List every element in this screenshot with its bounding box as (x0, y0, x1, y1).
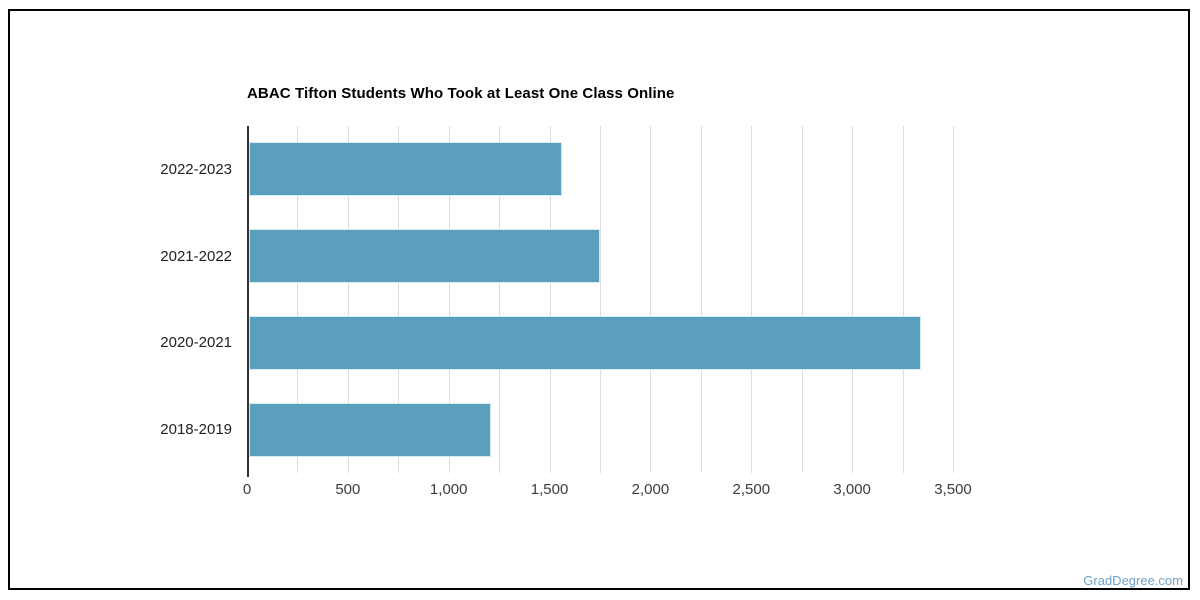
gridline-1000 (448, 126, 450, 473)
y-axis-label-2021-2022: 2021-2022 (160, 247, 232, 265)
gridline-750 (398, 126, 400, 473)
gridline-2250 (700, 126, 702, 473)
y-axis-label-2018-2019: 2018-2019 (160, 421, 232, 439)
gridlines (247, 126, 954, 473)
x-axis-labels: 0 500 1,000 1,500 2,000 2,500 3,000 3,500 (243, 481, 972, 501)
gridline-3250 (902, 126, 904, 473)
bar-2021-2022 (249, 229, 600, 284)
x-axis-tick-label-1,000: 1,000 (429, 481, 468, 498)
x-axis-tick-label-3,500: 3,500 (934, 481, 972, 498)
gridline-2500 (751, 126, 753, 473)
y-axis-label-2020-2021: 2020-2021 (160, 334, 232, 352)
gridline-500 (347, 126, 349, 473)
y-axis-labels: 2022-2023 2021-2022 2020-2021 2018-2019 (40, 126, 232, 473)
bar-2018-2019 (249, 402, 491, 457)
gridline-3500 (953, 126, 954, 473)
gridline-1750 (600, 126, 601, 473)
gridline-3000 (852, 126, 854, 473)
x-axis-tick-label-2,000: 2,000 (631, 481, 670, 498)
gridline-1250 (499, 126, 501, 473)
chart-title: ABAC Tifton Students Who Took at Least O… (247, 85, 675, 102)
gridline-2750 (801, 126, 803, 473)
y-axis-line (247, 126, 249, 477)
x-axis-tick-label-500: 500 (335, 481, 361, 498)
gridline-2000 (650, 126, 652, 473)
x-axis-tick-label-2,500: 2,500 (732, 481, 771, 498)
x-axis-tick-label-1,500: 1,500 (530, 481, 569, 498)
bar-series (247, 126, 953, 473)
watermark-link[interactable]: GradDegree.com (1083, 573, 1183, 588)
bar-2020-2021 (249, 315, 921, 370)
x-axis-tick-label-3,000: 3,000 (833, 481, 871, 498)
gridline-1500 (549, 126, 551, 473)
plot-area (247, 126, 954, 477)
gridline-250 (297, 126, 299, 473)
y-axis-label-2022-2023: 2022-2023 (160, 160, 232, 178)
bar-2022-2023 (249, 142, 562, 197)
x-axis-tick-label-0: 0 (242, 481, 252, 498)
